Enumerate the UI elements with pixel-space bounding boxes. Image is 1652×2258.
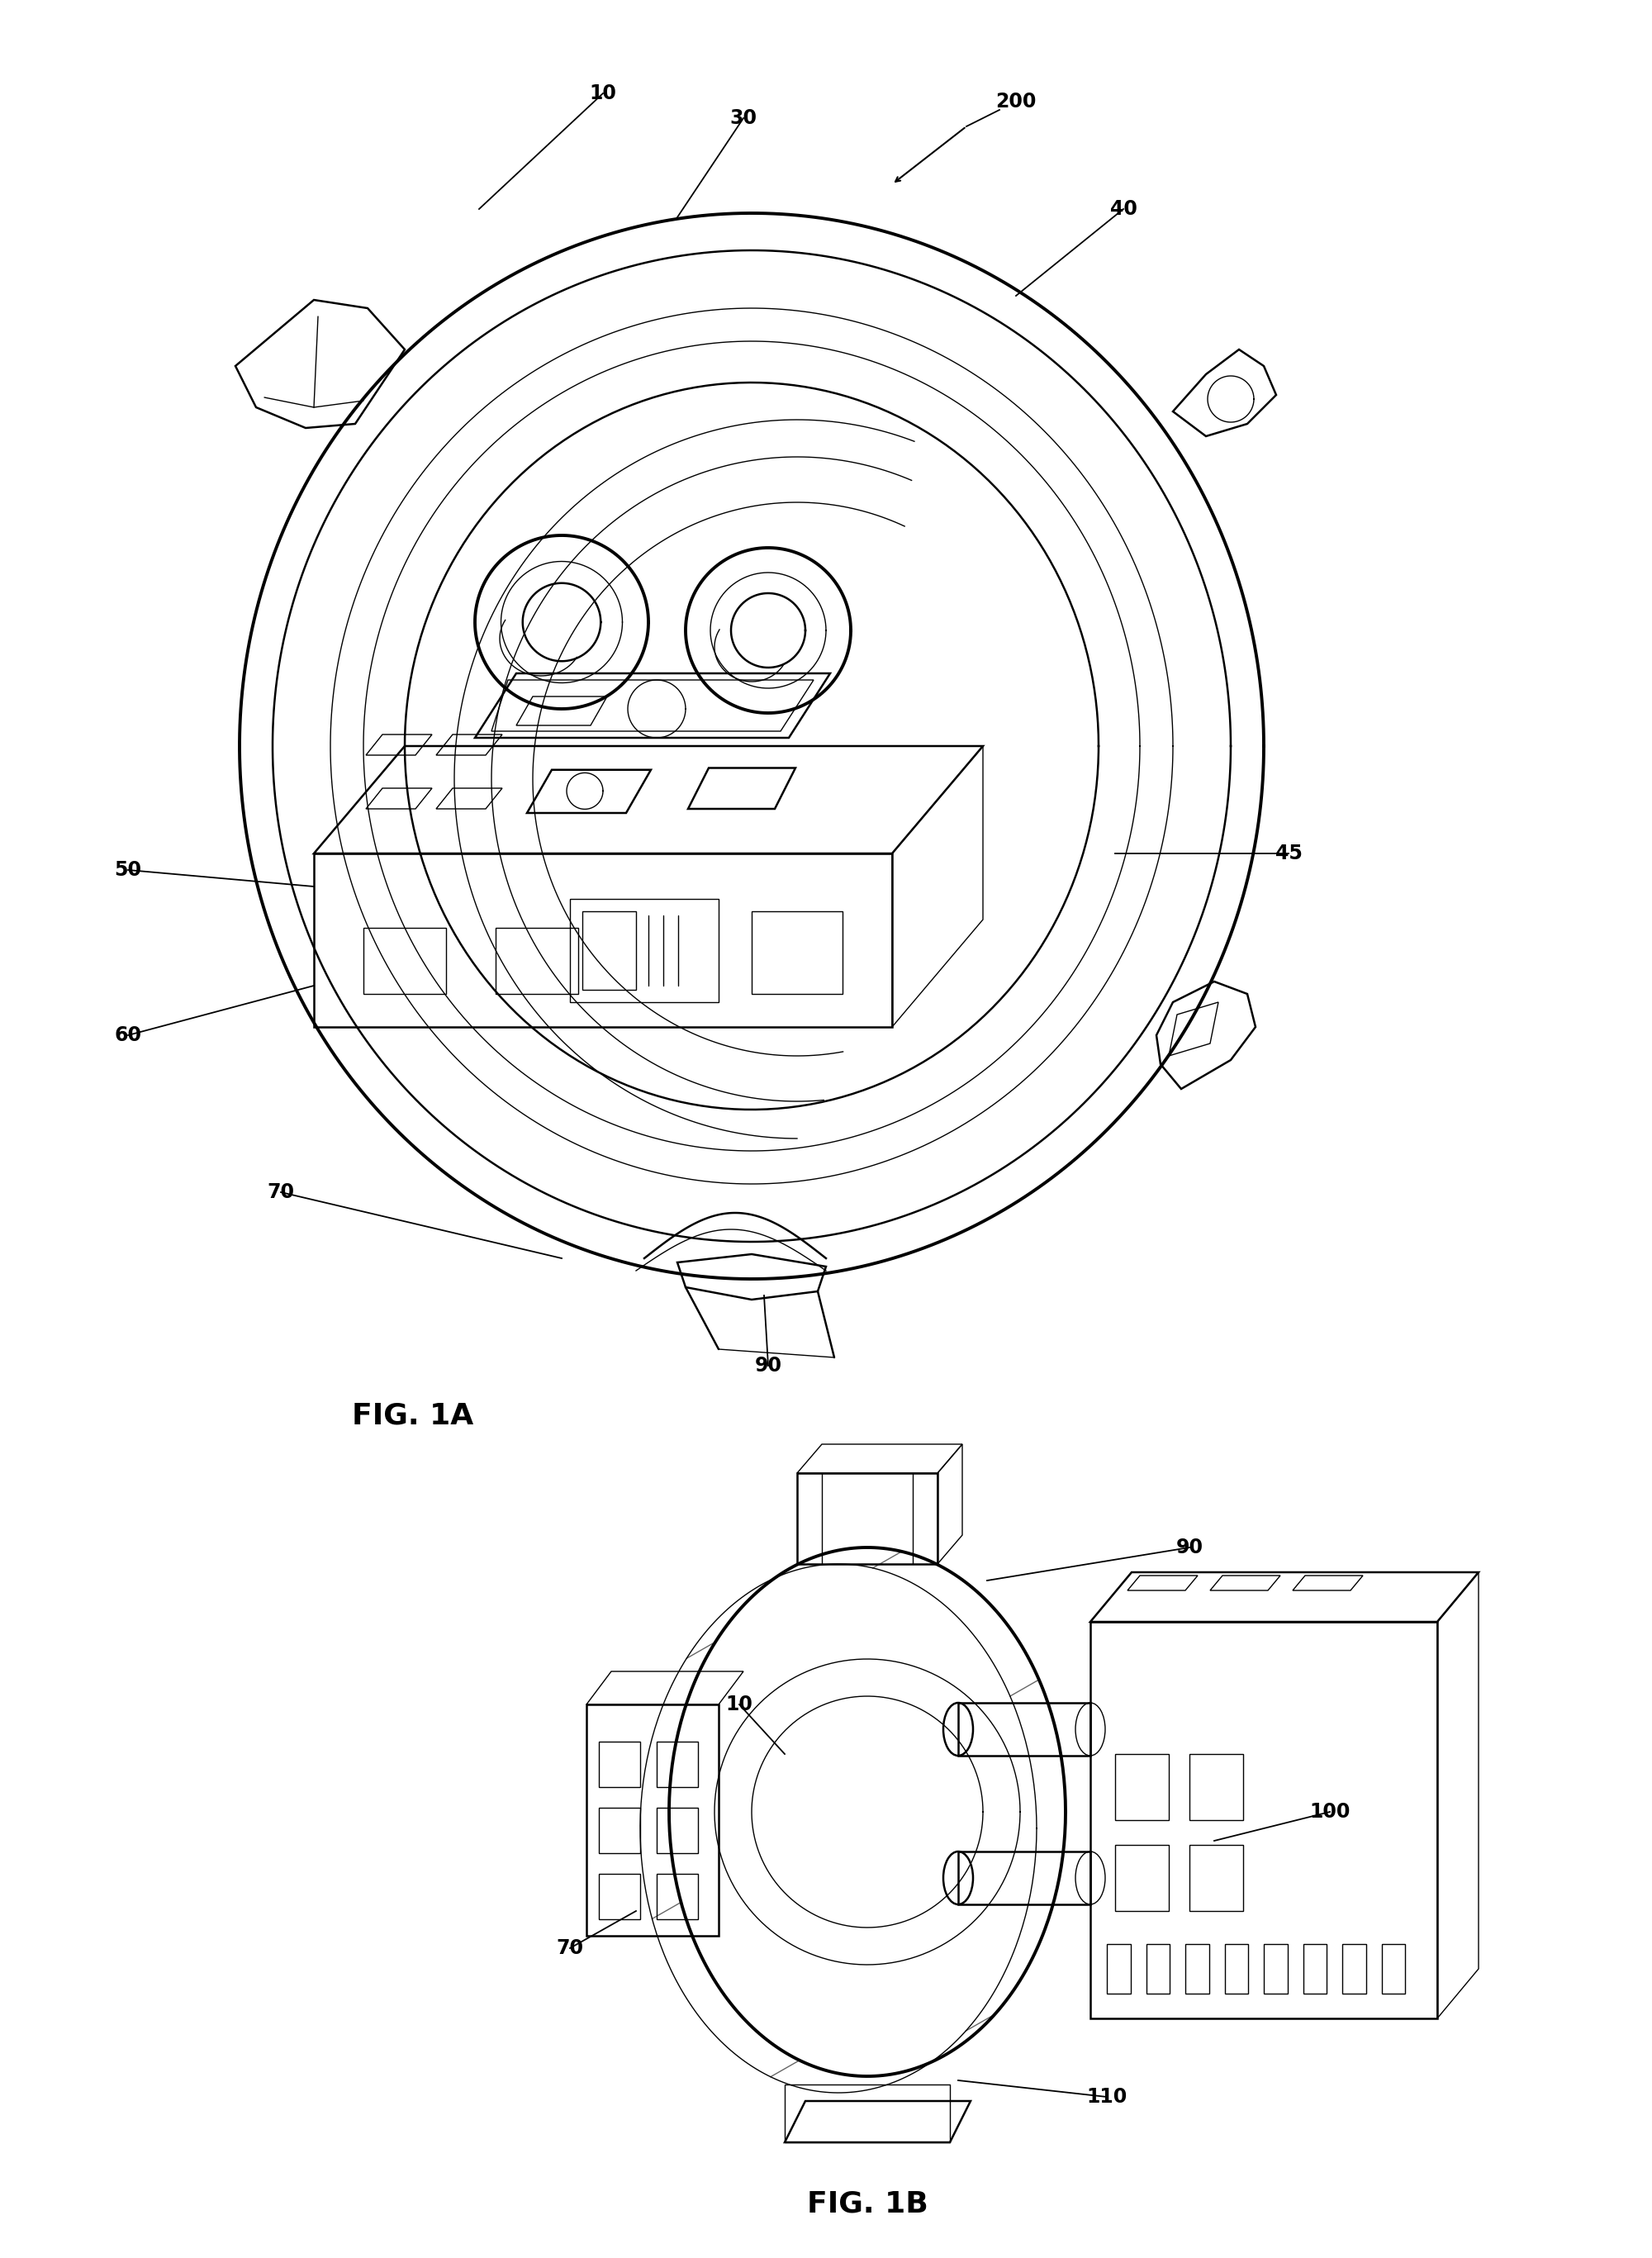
Text: 60: 60 [114,1025,142,1045]
Text: 10: 10 [725,1694,753,1714]
Text: FIG. 1B: FIG. 1B [806,2190,928,2217]
Text: 70: 70 [268,1183,294,1201]
Text: FIG. 1A: FIG. 1A [352,1402,474,1429]
Text: 10: 10 [590,84,616,104]
Text: 50: 50 [114,860,142,881]
Text: 110: 110 [1087,2086,1127,2107]
Text: 30: 30 [730,108,757,129]
Text: 200: 200 [996,93,1036,111]
Text: 90: 90 [1176,1538,1203,1558]
Text: 70: 70 [557,1937,583,1958]
Text: 40: 40 [1110,199,1137,219]
Text: 100: 100 [1310,1802,1350,1822]
Text: 90: 90 [755,1355,781,1375]
Text: 45: 45 [1275,844,1302,863]
